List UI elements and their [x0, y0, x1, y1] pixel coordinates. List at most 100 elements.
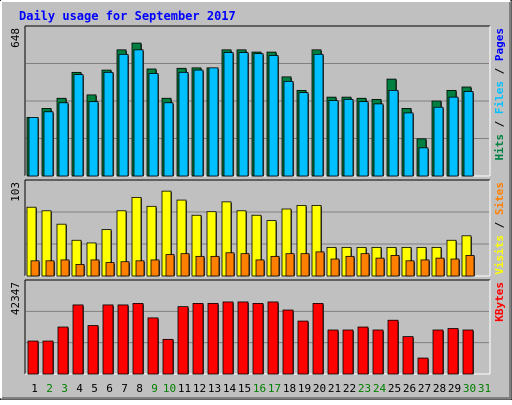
x-tick-label: 2: [46, 382, 53, 395]
series-legend: KBytes: [493, 282, 506, 322]
bar-sites-day-6: [105, 262, 115, 277]
bar-sites-day-2: [45, 260, 55, 277]
bar-kbytes-day-27: [417, 357, 429, 375]
bar-sites-day-7: [120, 261, 130, 277]
bar-sites-day-4: [75, 263, 85, 277]
bar-sites-day-22: [345, 255, 355, 277]
bar-sites-day-21: [330, 258, 340, 277]
bar-kbytes-day-6: [102, 304, 114, 375]
bar-files-day-29: [448, 96, 459, 177]
bar-files-day-15: [238, 52, 249, 177]
bar-sites-day-14: [225, 252, 235, 277]
bar-sites-day-8: [135, 260, 145, 277]
bar-sites-day-24: [375, 257, 385, 277]
x-tick-label: 18: [283, 382, 296, 395]
x-axis: 1 2 3 4 5 6 7 8 9 10 11 12 13 14 15 16 17 18 19 20 21 22 23 24 2…: [31, 382, 491, 395]
bar-files-day-7: [118, 53, 129, 177]
bar-sites-day-19: [300, 253, 310, 277]
x-tick-label: 30: [463, 382, 476, 395]
bar-files-day-4: [73, 74, 84, 177]
x-tick-label: 31: [478, 382, 491, 395]
x-tick-label: 11: [178, 382, 191, 395]
bar-kbytes-day-26: [402, 336, 414, 375]
series-legend: Visits / Sites: [493, 182, 506, 275]
panel-kbytes: 42347 KBytes: [9, 279, 506, 375]
legend-kbytes: KBytes: [493, 282, 506, 322]
y-max-label: 648: [9, 28, 22, 48]
bar-files-day-24: [373, 103, 384, 177]
bar-sites-day-26: [405, 260, 415, 277]
bar-files-day-11: [178, 71, 189, 177]
bar-sites-day-20: [315, 251, 325, 277]
bar-sites-day-10: [165, 254, 175, 277]
bar-files-day-13: [208, 67, 219, 177]
x-tick-label: 6: [106, 382, 113, 395]
bar-files-day-22: [343, 98, 354, 177]
x-tick-label: 4: [76, 382, 83, 395]
bar-files-day-9: [148, 73, 159, 177]
bar-kbytes-day-3: [57, 326, 69, 375]
bar-files-day-17: [268, 55, 279, 177]
y-max-label: 103: [9, 182, 22, 202]
legend-visits: Visits: [493, 235, 506, 275]
x-tick-label: 14: [223, 382, 237, 395]
bar-kbytes-day-24: [372, 329, 384, 375]
bar-kbytes-day-4: [72, 304, 84, 375]
series-legend: Hits / Files / Pages: [493, 28, 506, 161]
bar-kbytes-day-25: [387, 319, 399, 375]
legend-separator: /: [493, 215, 506, 235]
legend-pages: Pages: [493, 28, 506, 61]
bar-kbytes-day-19: [297, 320, 309, 375]
bar-sites-day-25: [390, 255, 400, 277]
x-tick-label: 10: [163, 382, 176, 395]
legend-separator: /: [493, 61, 506, 81]
bar-sites-day-9: [150, 259, 160, 277]
bar-kbytes-day-14: [222, 301, 234, 375]
bar-files-day-23: [358, 101, 369, 177]
bar-files-day-8: [133, 49, 144, 177]
bar-kbytes-day-10: [162, 338, 174, 375]
bar-sites-day-13: [210, 255, 220, 277]
bar-sites-day-23: [360, 253, 370, 277]
x-tick-label: 21: [328, 382, 341, 395]
bar-sites-day-27: [420, 259, 430, 277]
bar-kbytes-day-7: [117, 304, 129, 375]
x-tick-label: 25: [388, 382, 401, 395]
bar-files-day-12: [193, 69, 204, 177]
bar-kbytes-day-15: [237, 301, 249, 375]
bar-kbytes-day-5: [87, 325, 99, 375]
bar-files-day-19: [298, 92, 309, 177]
bar-files-day-20: [313, 53, 324, 177]
x-tick-label: 12: [193, 382, 206, 395]
bar-files-day-21: [328, 100, 339, 177]
x-tick-label: 28: [433, 382, 446, 395]
bar-files-day-30: [463, 91, 474, 177]
x-tick-label: 17: [268, 382, 281, 395]
bar-kbytes-day-18: [282, 309, 294, 375]
bar-files-day-28: [433, 106, 444, 177]
x-tick-label: 7: [121, 382, 128, 395]
panel-hits-files-pages: 648 Hits / Files / Pages: [9, 25, 506, 177]
y-max-label: 42347: [9, 282, 22, 315]
bar-kbytes-day-29: [447, 328, 459, 375]
panel-visits-sites: 103 Visits / Sites: [9, 179, 506, 277]
bar-kbytes-day-22: [342, 329, 354, 375]
bar-files-day-2: [43, 111, 54, 177]
x-tick-label: 1: [31, 382, 38, 395]
bar-files-day-14: [223, 52, 234, 177]
bar-kbytes-day-21: [327, 329, 339, 375]
bar-kbytes-day-17: [267, 301, 279, 375]
x-tick-label: 29: [448, 382, 461, 395]
bar-files-day-5: [88, 101, 99, 177]
bar-sites-day-30: [465, 255, 475, 277]
bar-files-day-18: [283, 80, 294, 177]
x-tick-label: 23: [358, 382, 371, 395]
bar-files-day-3: [58, 102, 69, 177]
bar-sites-day-5: [90, 259, 100, 277]
x-tick-label: 27: [418, 382, 431, 395]
x-tick-label: 26: [403, 382, 416, 395]
bar-sites-day-3: [60, 259, 70, 277]
bar-kbytes-day-13: [207, 303, 219, 375]
bar-kbytes-day-30: [462, 329, 474, 375]
